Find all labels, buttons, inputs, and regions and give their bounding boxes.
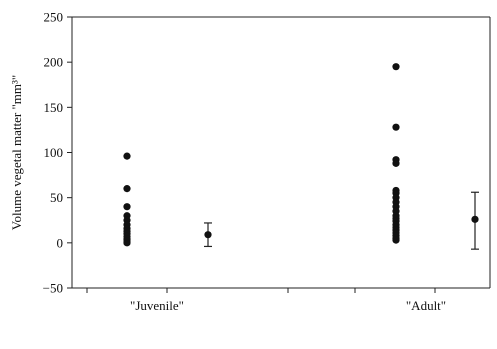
x-ticks: "Juvenile" "Adult" [86,288,446,313]
data-point [392,236,400,244]
data-point [392,123,400,131]
axes [71,16,491,289]
y-ticks: −50 0 50 100 150 200 250 [43,10,72,296]
error-bars [204,191,479,250]
y-axis-title: Volume vegetal matter "mm³" [9,75,24,230]
y-tick-label: 0 [57,235,64,250]
data-point [392,159,400,167]
y-tick-label: 200 [44,55,64,70]
data-point [123,152,131,160]
y-tick-label: −50 [43,281,63,296]
mean-point [204,231,212,239]
data-point [123,239,131,247]
y-tick-label: 150 [44,100,64,115]
data-point [392,63,400,71]
data-point [123,203,131,211]
data-points [123,63,400,247]
x-category-label: "Juvenile" [130,298,184,313]
y-tick-label: 50 [50,190,63,205]
x-category-label: "Adult" [406,298,446,313]
data-point [123,185,131,193]
mean-point [471,215,479,223]
y-tick-label: 100 [44,145,64,160]
y-tick-label: 250 [44,10,64,25]
